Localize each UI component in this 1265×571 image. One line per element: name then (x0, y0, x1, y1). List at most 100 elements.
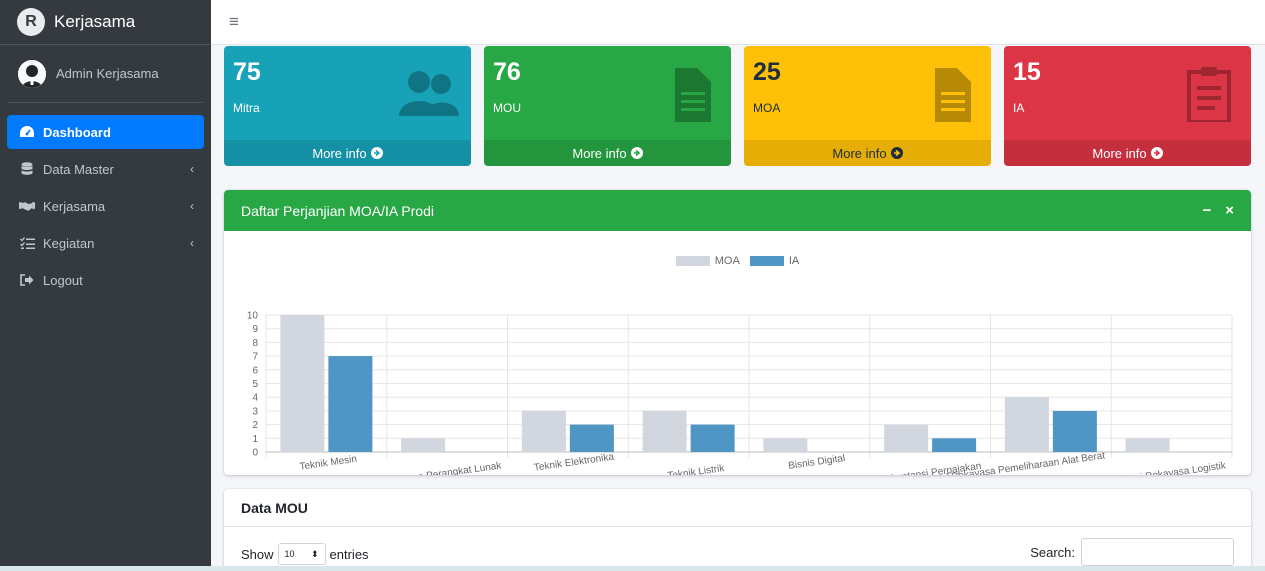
tachometer-icon (19, 124, 35, 140)
legend-label: MOA (714, 255, 740, 267)
stat-box-moa: 25 MOA More info (744, 46, 991, 166)
bar-ia (1052, 410, 1097, 452)
close-icon[interactable]: × (1225, 202, 1234, 219)
data-mou-body: Show 10 ⬍ entries Search: (224, 527, 1251, 571)
tasks-icon (19, 235, 35, 251)
database-icon (19, 161, 35, 177)
y-tick-label: 2 (252, 420, 258, 431)
stat-label: MOA (753, 101, 781, 115)
arrow-circle-right-icon (630, 147, 643, 159)
clipboard-icon (1187, 67, 1231, 122)
stat-box-ia: 15 IA More info (1004, 46, 1251, 166)
y-tick-label: 10 (247, 311, 259, 322)
sidebar-item-logout[interactable]: Logout (7, 263, 204, 297)
chart-card-title: Daftar Perjanjian MOA/IA Prodi (241, 202, 434, 219)
sidebar-item-label: Kegiatan (43, 235, 95, 251)
more-info-label: More info (1092, 145, 1147, 161)
bar-moa (1125, 438, 1170, 452)
chart-legend: MOA IA (224, 255, 1251, 267)
bar-ia (569, 424, 614, 452)
x-tick-label: Teknik Listrik (667, 463, 726, 475)
sidebar-nav: Dashboard Data Master ‹ Kerjasama ‹ Kegi… (0, 103, 211, 297)
stat-value: 15 (1013, 58, 1041, 86)
data-mou-card: Data MOU Show 10 ⬍ entries Search: (224, 489, 1251, 571)
bar-moa (642, 410, 687, 452)
y-tick-label: 9 (252, 324, 258, 335)
more-info-link[interactable]: More info (224, 140, 471, 166)
y-tick-label: 8 (252, 338, 258, 349)
arrow-circle-right-icon (1150, 147, 1163, 159)
stat-box-mitra: 75 Mitra More info (224, 46, 471, 166)
sidebar: R Kerjasama Admin Kerjasama Dashboard Da (0, 0, 211, 571)
file-icon (935, 68, 971, 122)
users-icon (399, 71, 459, 116)
y-tick-label: 6 (252, 365, 258, 376)
bar-ia (932, 438, 977, 452)
stat-value: 25 (753, 58, 781, 86)
user-panel[interactable]: Admin Kerjasama (8, 45, 203, 103)
legend-item-moa[interactable]: MOA (675, 255, 740, 267)
data-mou-title: Data MOU (224, 489, 1251, 527)
sidebar-item-kerjasama[interactable]: Kerjasama ‹ (7, 189, 204, 223)
user-name: Admin Kerjasama (56, 66, 159, 81)
show-label: Show (241, 546, 274, 562)
legend-swatch (749, 256, 784, 266)
chevron-left-icon: ‹ (190, 236, 194, 250)
more-info-label: More info (572, 145, 627, 161)
brand-text: Kerjasama (54, 12, 136, 31)
bar-moa (763, 438, 808, 452)
chart-card-header: Daftar Perjanjian MOA/IA Prodi − × (224, 190, 1251, 231)
hamburger-menu-icon[interactable]: ≡ (229, 12, 239, 31)
stat-label: IA (1013, 101, 1025, 115)
arrow-circle-right-icon (890, 147, 903, 159)
arrow-circle-right-icon (370, 147, 383, 159)
x-tick-label: Teknologi Rekayasa Logistik (1100, 460, 1227, 475)
brand-link[interactable]: R Kerjasama (0, 0, 211, 45)
brand-logo-letter: R (25, 13, 37, 30)
more-info-label: More info (312, 145, 367, 161)
stat-value: 75 (233, 58, 261, 86)
card-tools: − × (1202, 202, 1234, 219)
bottom-strip (0, 566, 1265, 571)
chart-card: Daftar Perjanjian MOA/IA Prodi − × MOA I… (224, 190, 1251, 475)
sort-arrows-icon: ⬍ (310, 548, 319, 559)
legend-item-ia[interactable]: IA (749, 255, 800, 267)
stat-value: 76 (493, 58, 521, 86)
topbar: ≡ (211, 0, 1265, 45)
bar-moa (521, 410, 566, 452)
search-input[interactable] (1081, 538, 1234, 566)
sidebar-item-kegiatan[interactable]: Kegiatan ‹ (7, 226, 204, 260)
y-tick-label: 7 (252, 352, 258, 363)
y-tick-label: 4 (252, 393, 258, 404)
legend-label: IA (788, 255, 800, 267)
sidebar-item-label: Dashboard (43, 124, 111, 140)
file-icon (675, 68, 711, 122)
search-label: Search: (1030, 544, 1075, 560)
more-info-link[interactable]: More info (744, 140, 991, 166)
bar-ia (328, 356, 373, 452)
sidebar-item-data-master[interactable]: Data Master ‹ (7, 152, 204, 186)
avatar (18, 59, 46, 88)
more-info-link[interactable]: More info (484, 140, 731, 166)
bar-moa (884, 424, 929, 452)
sidebar-item-dashboard[interactable]: Dashboard (7, 115, 204, 149)
x-tick-label: Teknik Elektronika (533, 452, 615, 474)
bar-moa (1004, 397, 1049, 452)
more-info-link[interactable]: More info (1004, 140, 1251, 166)
stat-boxes: 75 Mitra More info 76 MOU More info 25 M… (224, 46, 1251, 166)
entries-value: 10 (284, 549, 295, 559)
brand-logo-icon: R (17, 8, 45, 36)
chevron-left-icon: ‹ (190, 199, 194, 213)
x-tick-label: Teknik Mesin (299, 454, 358, 473)
chevron-left-icon: ‹ (190, 162, 194, 176)
user-avatar-icon (18, 59, 46, 88)
entries-select[interactable]: 10 ⬍ (277, 543, 326, 565)
bar-ia (690, 424, 735, 452)
minimize-icon[interactable]: − (1202, 202, 1212, 219)
stat-label: Mitra (233, 101, 260, 115)
bar-moa (280, 315, 325, 452)
legend-swatch (675, 256, 710, 266)
stat-box-mou: 76 MOU More info (484, 46, 731, 166)
